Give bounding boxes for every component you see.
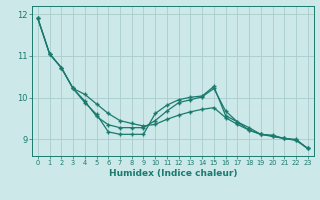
X-axis label: Humidex (Indice chaleur): Humidex (Indice chaleur) <box>108 169 237 178</box>
